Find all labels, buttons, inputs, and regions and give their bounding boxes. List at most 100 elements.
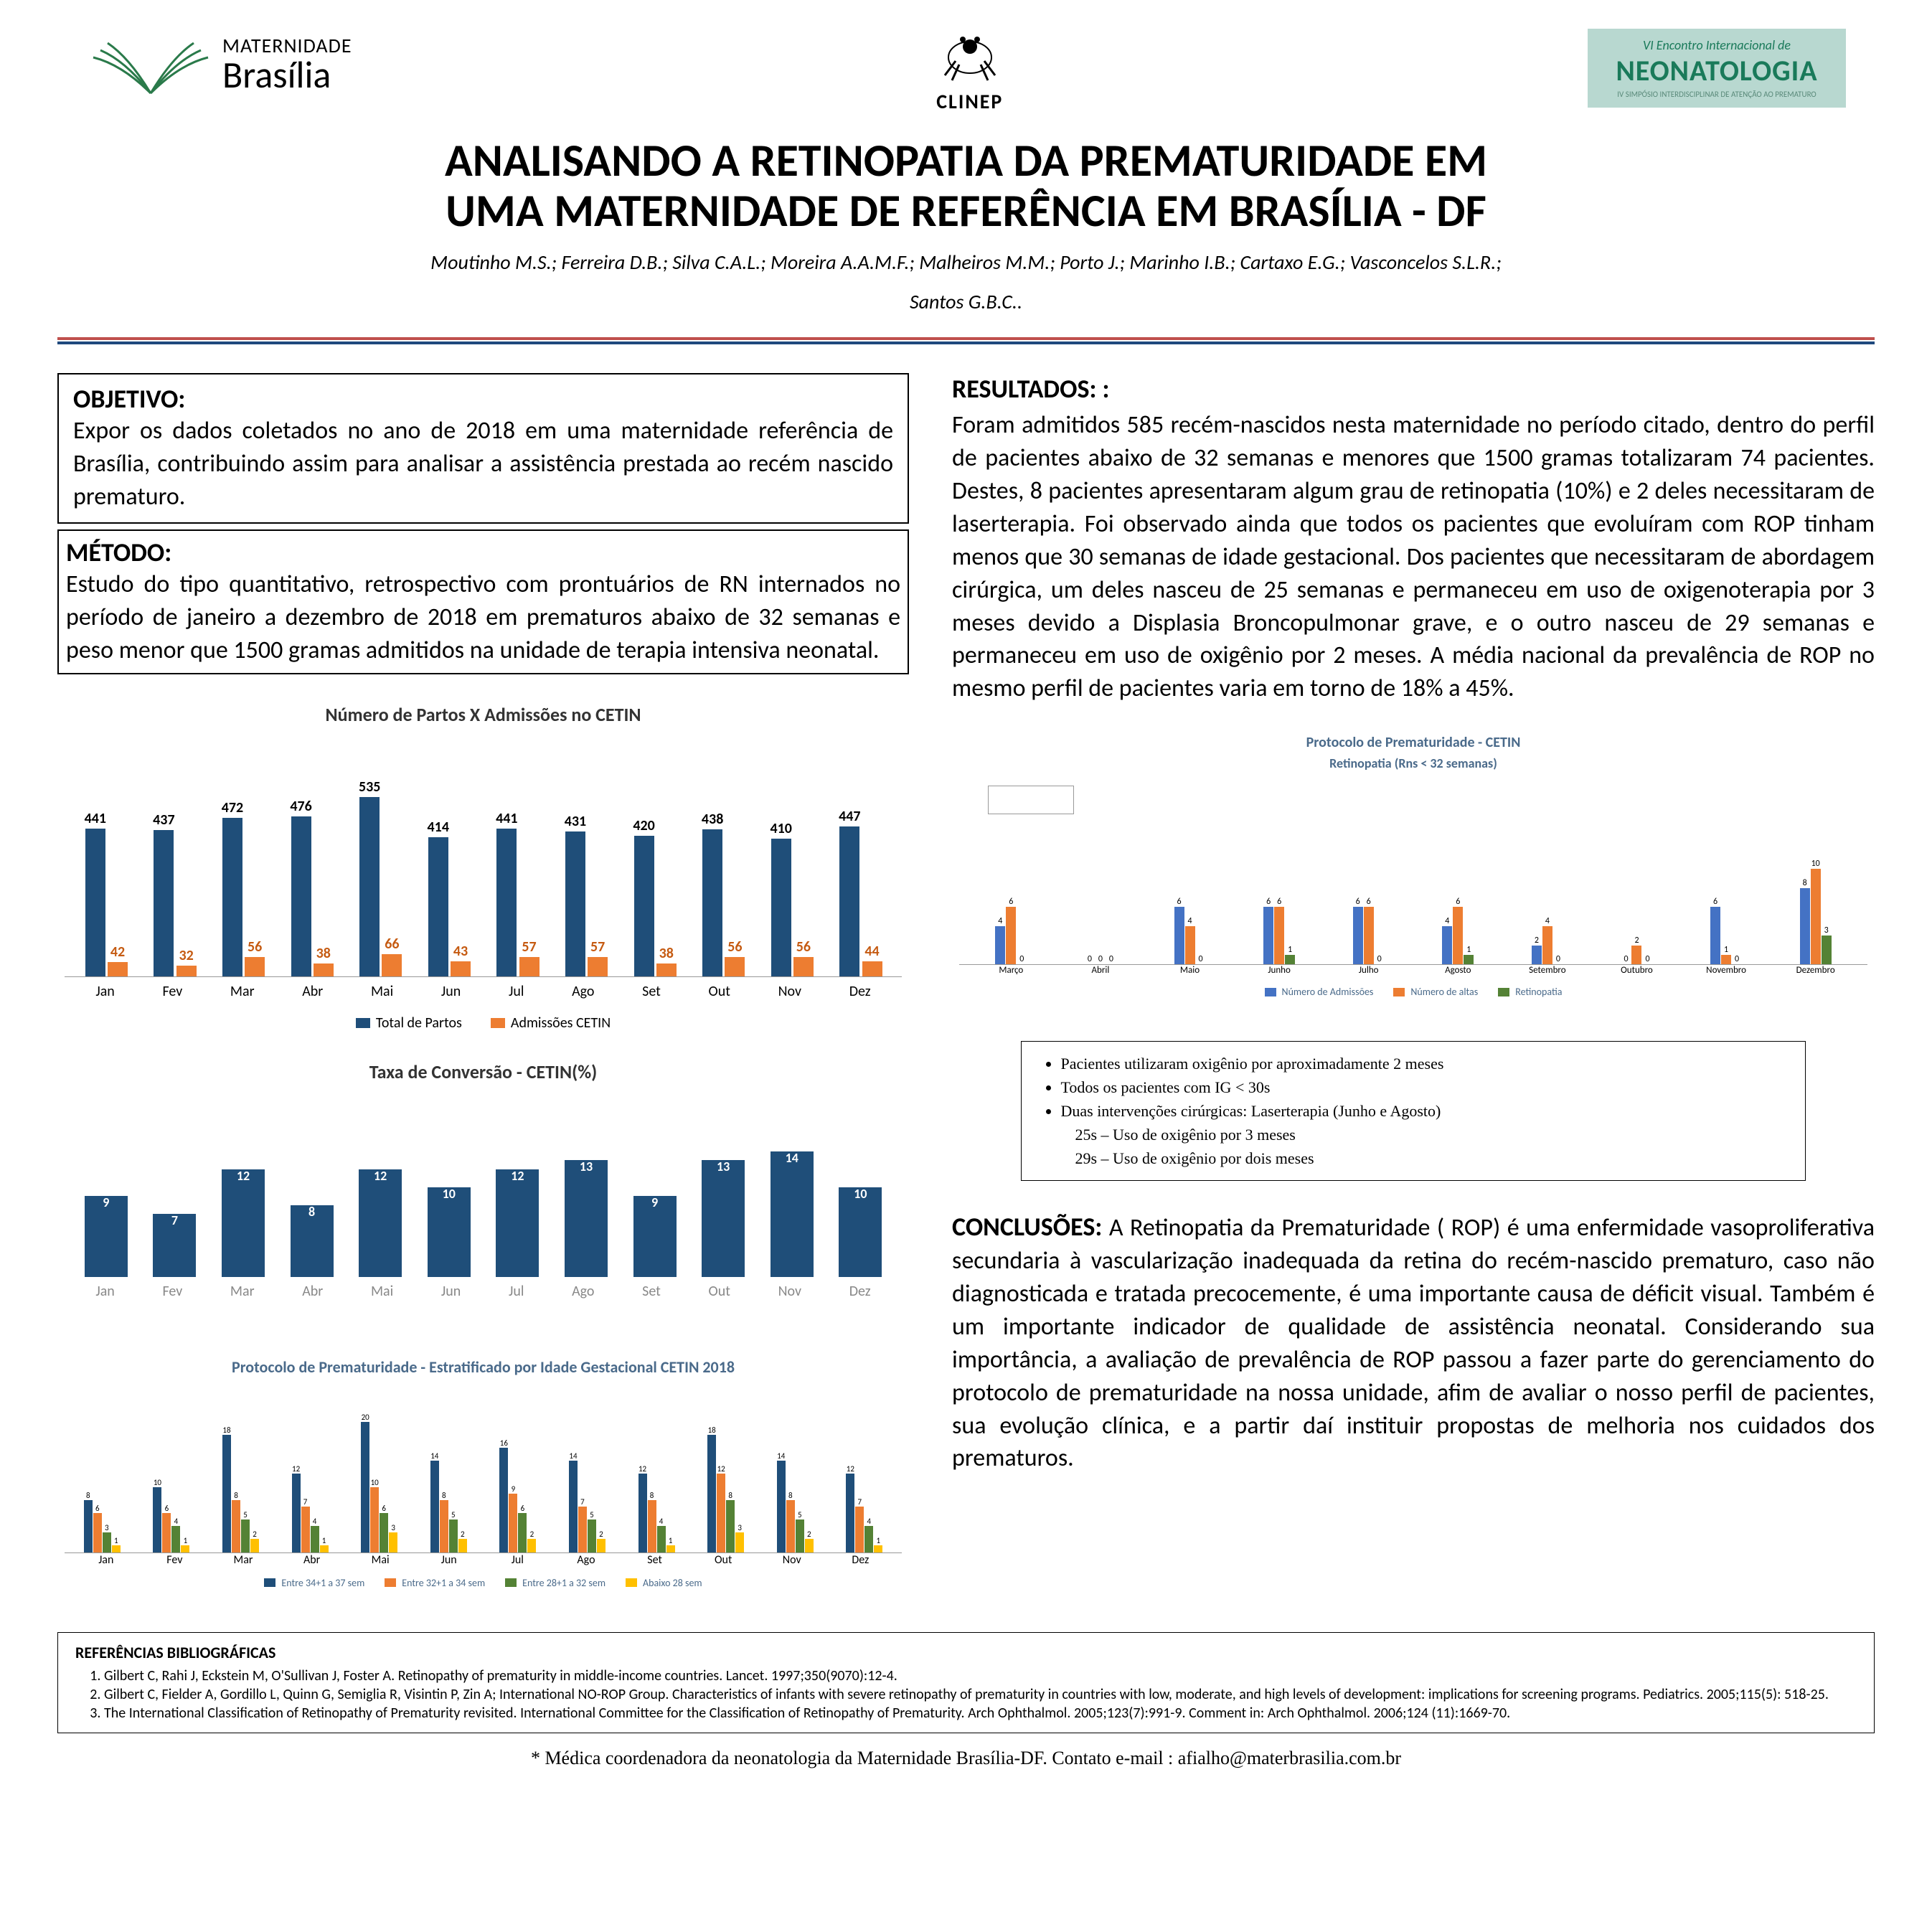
chart3-legend-item: Entre 32+1 a 34 sem bbox=[385, 1577, 485, 1589]
chart2-xlabel: Mai bbox=[371, 1283, 393, 1300]
metodo-body: Estudo do tipo quantitativo, retrospecti… bbox=[66, 568, 900, 667]
chart1-group: 41056 bbox=[758, 820, 826, 976]
chart1-group: 41443 bbox=[415, 819, 484, 976]
chart4-group: 660 bbox=[1324, 897, 1413, 964]
chart1-legend1: Total de Partos bbox=[376, 1014, 462, 1032]
logo-right-line1: VI Encontro Internacional de bbox=[1602, 37, 1832, 53]
reference-item: Gilbert C, Rahi J, Eckstein M, O'Sulliva… bbox=[104, 1667, 1857, 1685]
chart4-legend-box bbox=[988, 786, 1074, 814]
chart3-group: 181283 bbox=[691, 1426, 760, 1552]
chart3-xlabel: Jun bbox=[415, 1553, 484, 1567]
resultados-title: RESULTADOS: : bbox=[952, 373, 1109, 405]
bullets-box: Pacientes utilizaram oxigênio por aproxi… bbox=[1021, 1041, 1805, 1181]
chart-conversao: Taxa de Conversão - CETIN(%) 97128121012… bbox=[57, 1046, 909, 1314]
chart3-group: 12741 bbox=[275, 1464, 345, 1552]
refs-list: Gilbert C, Rahi J, Eckstein M, O'Sulliva… bbox=[75, 1667, 1857, 1723]
chart3-group: 10641 bbox=[137, 1478, 207, 1552]
chart4-group: 240 bbox=[1503, 916, 1593, 964]
bullet-item: Pacientes utilizaram oxigênio por aproxi… bbox=[1060, 1052, 1787, 1075]
chart1-xlabel: Jun bbox=[441, 983, 461, 1000]
chart3-xlabel: Dez bbox=[826, 1553, 895, 1567]
reference-item: The International Classification of Reti… bbox=[104, 1704, 1857, 1723]
objetivo-title: OBJETIVO: bbox=[73, 383, 185, 415]
left-column: OBJETIVO: Expor os dados coletados no an… bbox=[57, 373, 909, 1603]
chart1-group: 44142 bbox=[72, 810, 141, 976]
conclusoes-block: CONCLUSÕES: A Retinopatia da Prematurida… bbox=[952, 1210, 1875, 1475]
chart1-bars: 4414243732472564763853566414434415743157… bbox=[65, 748, 902, 977]
chart3-group: 16962 bbox=[484, 1438, 553, 1552]
chart2-group: 10 bbox=[415, 1170, 484, 1277]
chart4-xlabel: Maio bbox=[1145, 965, 1235, 976]
chart2-xlabel: Set bbox=[642, 1283, 661, 1300]
chart4-bars: 4600006406616604612400206108103 bbox=[959, 821, 1867, 965]
chart2-group: 12 bbox=[346, 1152, 415, 1277]
chart1-xlabel: Mar bbox=[230, 983, 255, 1000]
chart4-legend-item: Número de altas bbox=[1393, 986, 1478, 998]
chart1-xlabel: Ago bbox=[572, 983, 594, 1000]
reference-item: Gilbert C, Fielder A, Gordillo L, Quinn … bbox=[104, 1685, 1857, 1704]
chart3-legend-item: Entre 34+1 a 37 sem bbox=[264, 1577, 364, 1589]
chart4-xlabel: Dezembro bbox=[1771, 965, 1860, 976]
chart1-group: 42038 bbox=[621, 817, 689, 976]
chart4-group: 460 bbox=[966, 897, 1056, 964]
logo-right-line3: IV SIMPÓSIO INTERDISCIPLINAR DE ATENÇÃO … bbox=[1602, 90, 1832, 99]
bullets-list: Pacientes utilizaram oxigênio por aproxi… bbox=[1039, 1052, 1787, 1123]
chart4-xlabel: Julho bbox=[1324, 965, 1413, 976]
chart3-xlabel: Ago bbox=[552, 1553, 621, 1567]
chart2-group: 9 bbox=[621, 1179, 689, 1277]
chart2-xlabel: Nov bbox=[778, 1283, 801, 1300]
chart4-subtitle: Retinopatia (Rns < 32 semanas) bbox=[959, 755, 1867, 771]
chart1-x-labels: JanFevMarAbrMaiJunJulAgoSetOutNovDez bbox=[65, 977, 902, 1000]
chart1-xlabel: Abr bbox=[302, 983, 323, 1000]
chart4-xlabel: Agosto bbox=[1413, 965, 1503, 976]
chart4-legend: Número de AdmissõesNúmero de altasRetino… bbox=[959, 986, 1867, 998]
conclusoes-body: A Retinopatia da Prematuridade ( ROP) é … bbox=[952, 1213, 1875, 1473]
chart-estratificado: Protocolo de Prematuridade - Estratifica… bbox=[57, 1343, 909, 1603]
chart2-group: 13 bbox=[689, 1143, 758, 1277]
chart3-title: Protocolo de Prematuridade - Estratifica… bbox=[65, 1357, 902, 1377]
chart4-group: 610 bbox=[1682, 897, 1771, 964]
chart1-group: 44744 bbox=[826, 808, 895, 976]
title-line1: ANALISANDO A RETINOPATIA DA PREMATURIDAD… bbox=[57, 136, 1875, 186]
chart2-group: 10 bbox=[826, 1170, 895, 1277]
footer-contact: * Médica coordenadora da neonatologia da… bbox=[57, 1748, 1875, 1769]
chart2-group: 14 bbox=[758, 1134, 826, 1277]
chart4-group: 020 bbox=[1592, 936, 1682, 965]
chart1-group: 44157 bbox=[484, 810, 552, 976]
chart4-xlabel: Abril bbox=[1056, 965, 1146, 976]
chart3-group: 14852 bbox=[760, 1451, 830, 1552]
chart3-xlabel: Mai bbox=[346, 1553, 415, 1567]
separator-bar bbox=[57, 337, 1875, 344]
chart1-legend2: Admissões CETIN bbox=[511, 1014, 611, 1032]
chart1-title: Número de Partos X Admissões no CETIN bbox=[65, 703, 902, 726]
chart1-group: 47256 bbox=[209, 799, 278, 976]
chart4-xlabel: Novembro bbox=[1682, 965, 1771, 976]
chart2-xlabel: Out bbox=[709, 1283, 730, 1300]
chart2-group: 12 bbox=[484, 1152, 552, 1277]
chart2-x-labels: JanFevMarAbrMaiJunJulAgoSetOutNovDez bbox=[65, 1277, 902, 1300]
chart3-xlabel: Mar bbox=[209, 1553, 278, 1567]
logo-neonatologia: VI Encontro Internacional de NEONATOLOGI… bbox=[1588, 29, 1846, 108]
bullet-item: Duas intervenções cirúrgicas: Laserterap… bbox=[1060, 1099, 1787, 1123]
chart3-xlabel: Set bbox=[621, 1553, 689, 1567]
chart3-xlabel: Nov bbox=[758, 1553, 826, 1567]
chart3-group: 12741 bbox=[830, 1464, 900, 1552]
chart1-group: 47638 bbox=[278, 798, 347, 976]
chart3-group: 12841 bbox=[622, 1464, 692, 1552]
authors-line1: Moutinho M.S.; Ferreira D.B.; Silva C.A.… bbox=[57, 248, 1875, 276]
chart1-xlabel: Jan bbox=[95, 983, 114, 1000]
chart2-xlabel: Mar bbox=[230, 1283, 255, 1300]
chart3-group: 14752 bbox=[552, 1451, 622, 1552]
chart1-legend: Total de Partos Admissões CETIN bbox=[65, 1014, 902, 1032]
chart2-xlabel: Dez bbox=[849, 1283, 871, 1300]
chart1-xlabel: Nov bbox=[778, 983, 801, 1000]
chart4-xlabel: Junho bbox=[1235, 965, 1324, 976]
chart1-xlabel: Set bbox=[642, 983, 661, 1000]
chart2-group: 13 bbox=[552, 1143, 621, 1277]
title-line2: UMA MATERNIDADE DE REFERÊNCIA EM BRASÍLI… bbox=[57, 186, 1875, 236]
chart4-legend-item: Número de Admissões bbox=[1265, 986, 1374, 998]
chart3-group: 14852 bbox=[414, 1451, 484, 1552]
logo-left-line2: Brasília bbox=[222, 56, 352, 93]
chart2-group: 7 bbox=[141, 1197, 209, 1277]
chart-partos-admissoes: Número de Partos X Admissões no CETIN 44… bbox=[57, 689, 909, 1046]
